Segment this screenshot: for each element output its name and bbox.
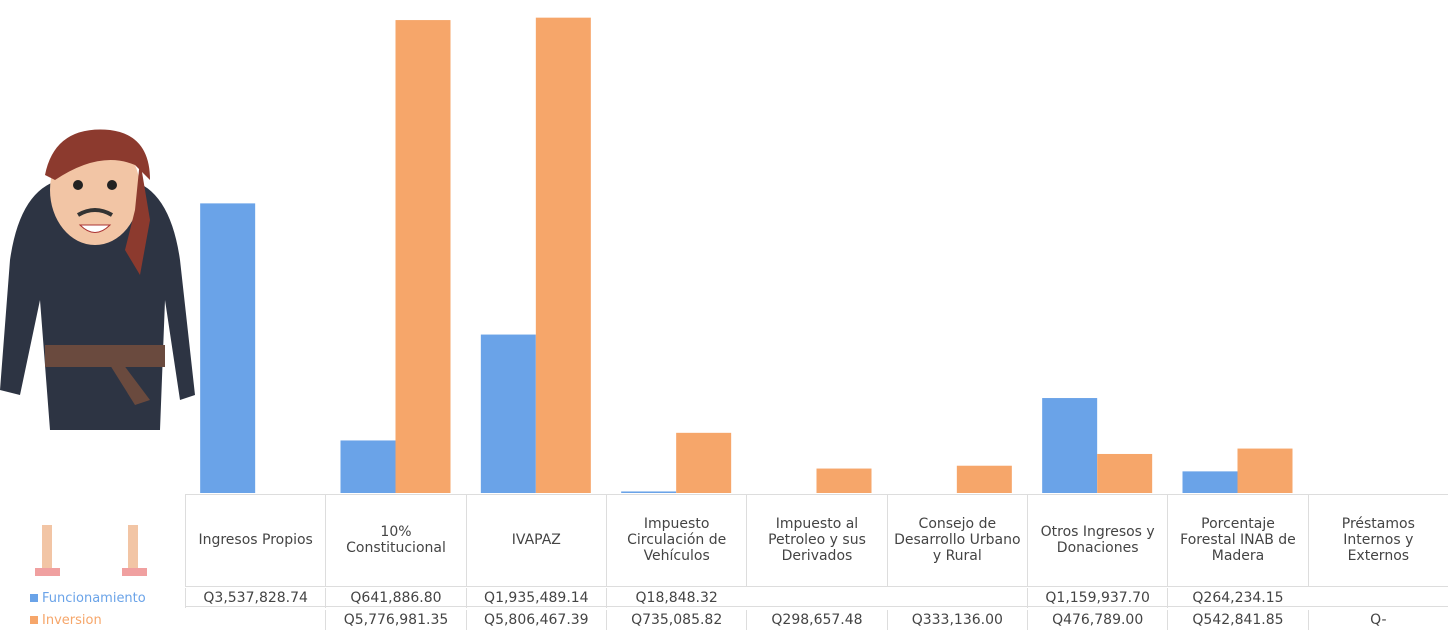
bar bbox=[621, 491, 676, 493]
value-label: Q3,537,828.74 bbox=[185, 588, 325, 608]
legend-entry: Inversion bbox=[30, 610, 102, 630]
value-label: Q5,806,467.39 bbox=[466, 610, 606, 630]
bar bbox=[536, 18, 591, 493]
value-label: Q641,886.80 bbox=[325, 588, 465, 608]
legend-entry: Funcionamiento bbox=[30, 588, 146, 608]
legend-swatch bbox=[30, 594, 38, 602]
category-label: Porcentaje Forestal INAB de Madera bbox=[1167, 494, 1307, 586]
category-label: IVAPAZ bbox=[466, 494, 606, 586]
bar bbox=[396, 20, 451, 493]
bar bbox=[1097, 454, 1152, 493]
category-label: Consejo de Desarrollo Urbano y Rural bbox=[887, 494, 1027, 586]
category-label: Impuesto al Petroleo y sus Derivados bbox=[746, 494, 886, 586]
value-label: Q333,136.00 bbox=[887, 610, 1027, 630]
value-label: Q- bbox=[1308, 610, 1448, 630]
value-label: Q542,841.85 bbox=[1167, 610, 1307, 630]
legend-label: Inversion bbox=[42, 613, 102, 628]
category-label: Préstamos Internos y Externos bbox=[1308, 494, 1448, 586]
page: (() => { const data = JSON.parse(documen… bbox=[0, 0, 1448, 630]
value-label: Q1,935,489.14 bbox=[466, 588, 606, 608]
bar bbox=[817, 469, 872, 493]
value-label: Q476,789.00 bbox=[1027, 610, 1167, 630]
category-label: Otros Ingresos y Donaciones bbox=[1027, 494, 1167, 586]
value-label: Q735,085.82 bbox=[606, 610, 746, 630]
mascot bbox=[0, 130, 195, 576]
legend-swatch bbox=[30, 616, 38, 624]
legend-label: Funcionamiento bbox=[42, 591, 146, 606]
category-label: Ingresos Propios bbox=[185, 494, 325, 586]
value-label: Q18,848.32 bbox=[606, 588, 746, 608]
value-label: Q1,159,937.70 bbox=[1027, 588, 1167, 608]
value-label: Q298,657.48 bbox=[746, 610, 886, 630]
value-label: Q264,234.15 bbox=[1167, 588, 1307, 608]
table-line bbox=[185, 586, 1448, 587]
bar bbox=[1238, 449, 1293, 493]
category-label: 10% Constitucional bbox=[325, 494, 465, 586]
value-label: Q5,776,981.35 bbox=[325, 610, 465, 630]
bar bbox=[481, 335, 536, 493]
category-label: Impuesto Circulación de Vehículos bbox=[606, 494, 746, 586]
bar bbox=[200, 203, 255, 493]
bar bbox=[1042, 398, 1097, 493]
bar bbox=[1183, 471, 1238, 493]
bar bbox=[676, 433, 731, 493]
bar bbox=[957, 466, 1012, 493]
bar bbox=[341, 440, 396, 493]
